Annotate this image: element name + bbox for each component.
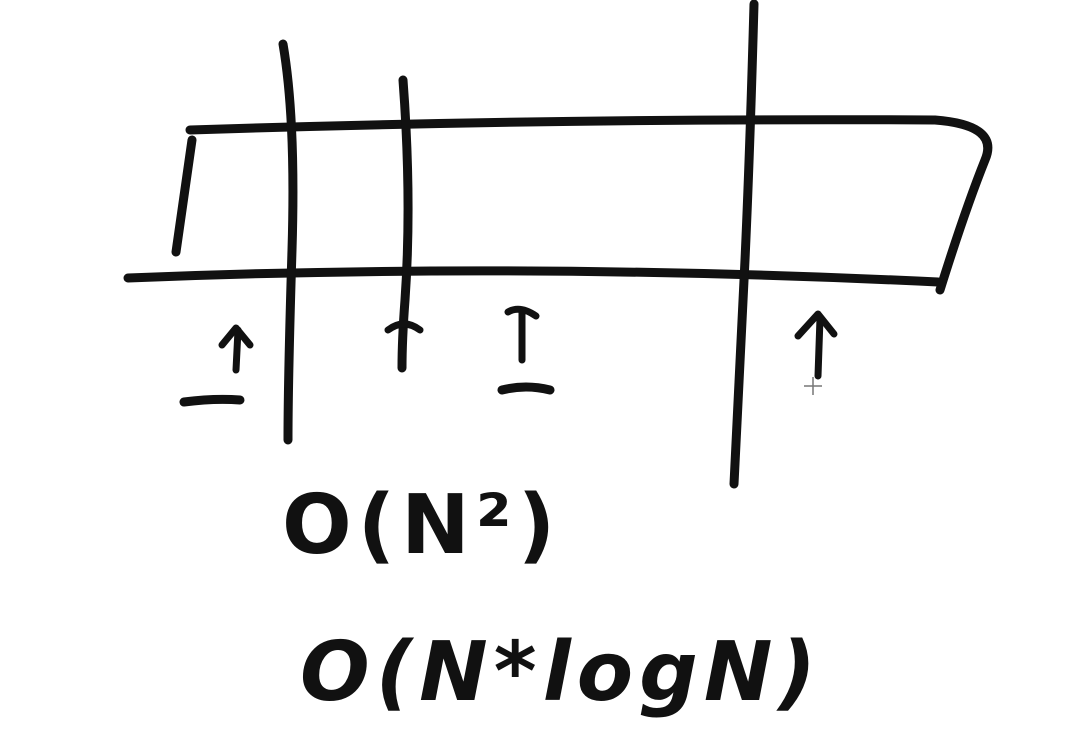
arrow-up-icon-1 [179, 324, 254, 407]
array-strip-top-edge [185, 115, 993, 295]
pointer-arrows [179, 305, 838, 407]
divider-2 [397, 75, 413, 373]
arrow-up-icon-2 [384, 320, 424, 334]
divider-1 [278, 39, 298, 445]
crosshair-cursor-icon [804, 377, 822, 395]
array-strip [123, 115, 993, 295]
divider-3 [729, 0, 759, 489]
arrow-up-icon-3 [794, 310, 838, 380]
array-strip-bottom-edge [123, 266, 943, 287]
complexity-label-nlogn: O(N*logN) [300, 625, 822, 720]
complexity-label-quadratic: O(N²) [282, 478, 562, 573]
vertical-dividers [278, 0, 759, 489]
array-strip-left-edge [171, 135, 197, 257]
cursor-marker-icon [497, 305, 555, 395]
